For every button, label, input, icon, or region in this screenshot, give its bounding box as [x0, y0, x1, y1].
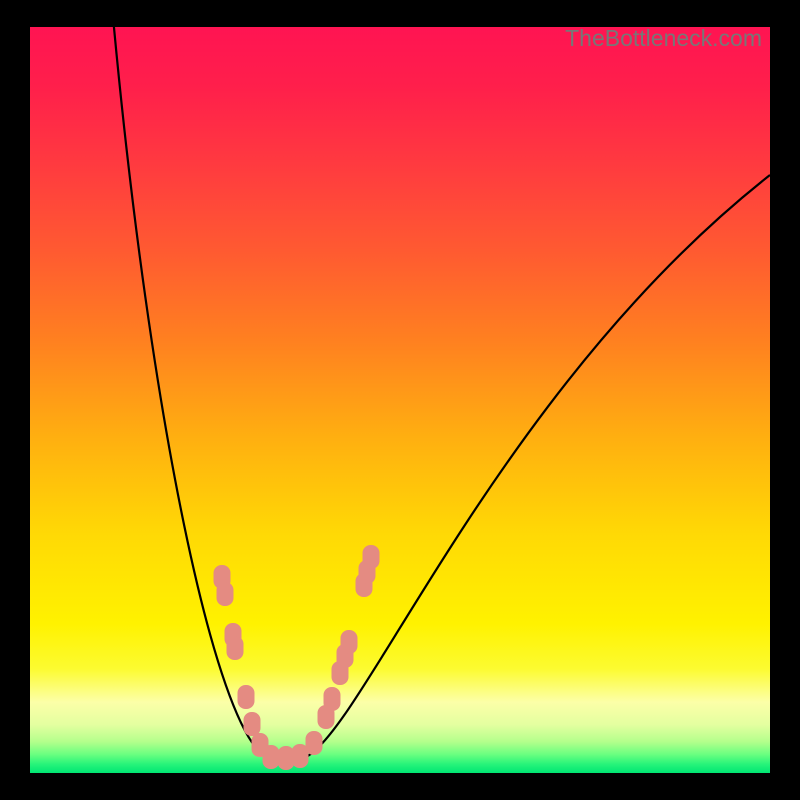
curve-layer: [30, 27, 770, 773]
data-marker: [341, 630, 358, 654]
plot-area: [30, 27, 770, 773]
data-marker: [263, 745, 280, 769]
data-marker: [306, 731, 323, 755]
data-marker: [244, 712, 261, 736]
bottleneck-curve: [113, 27, 770, 757]
watermark-text: TheBottleneck.com: [565, 25, 762, 52]
data-marker: [238, 685, 255, 709]
data-marker: [217, 582, 234, 606]
data-marker: [324, 687, 341, 711]
data-marker: [227, 636, 244, 660]
data-marker: [363, 545, 380, 569]
